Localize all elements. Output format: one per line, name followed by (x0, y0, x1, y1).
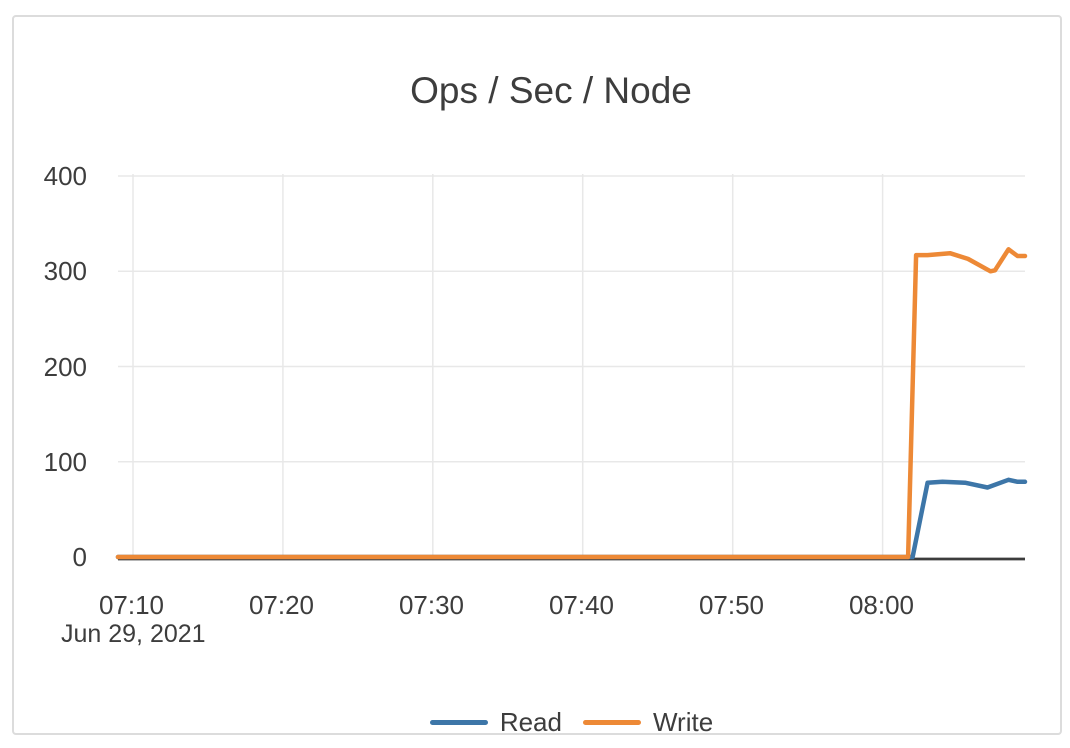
legend-label-write: Write (652, 707, 714, 737)
x-axis-date-label: Jun 29, 2021 (61, 620, 206, 648)
y-axis-tick-label: 0 (72, 542, 87, 572)
legend-item-write[interactable]: Write (582, 707, 714, 737)
x-axis-tick-label: 08:00 (848, 590, 915, 620)
y-axis-tick-label: 200 (43, 352, 87, 382)
x-axis-tick-label: 07:10 (98, 590, 165, 620)
x-axis-tick-label: 07:50 (698, 590, 765, 620)
write-series-swatch-icon (582, 719, 641, 725)
legend-label-read: Read (499, 707, 562, 737)
x-axis-tick-label: 07:20 (248, 590, 315, 620)
x-axis-tick-label: 07:30 (398, 590, 465, 620)
y-axis-tick-label: 400 (43, 161, 87, 191)
plot-area (115, 174, 1028, 561)
chart-title: Ops / Sec / Node (410, 70, 692, 111)
legend: Read Write (118, 706, 1025, 738)
x-axis-tick-label: 07:40 (548, 590, 615, 620)
chart-card: Ops / Sec / Node 400 300 200 100 0 07:10… (12, 15, 1062, 738)
y-axis-tick-label: 100 (43, 447, 87, 477)
y-axis-tick-label: 300 (43, 256, 87, 286)
legend-item-read[interactable]: Read (429, 707, 562, 737)
read-series-swatch-icon (429, 719, 488, 725)
